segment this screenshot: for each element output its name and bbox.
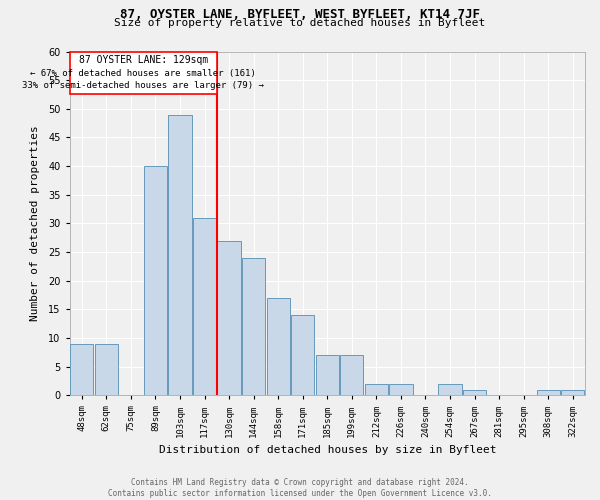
Bar — [95, 344, 118, 396]
Bar — [340, 356, 364, 396]
Text: ← 67% of detached houses are smaller (161): ← 67% of detached houses are smaller (16… — [30, 69, 256, 78]
Bar — [266, 298, 290, 396]
Bar — [463, 390, 486, 396]
Y-axis label: Number of detached properties: Number of detached properties — [29, 126, 40, 322]
Text: 87, OYSTER LANE, BYFLEET, WEST BYFLEET, KT14 7JF: 87, OYSTER LANE, BYFLEET, WEST BYFLEET, … — [120, 8, 480, 20]
Bar — [193, 218, 216, 396]
Bar — [242, 258, 265, 396]
Text: 33% of semi-detached houses are larger (79) →: 33% of semi-detached houses are larger (… — [22, 82, 264, 90]
Bar — [365, 384, 388, 396]
Text: 87 OYSTER LANE: 129sqm: 87 OYSTER LANE: 129sqm — [79, 55, 208, 65]
Bar — [316, 356, 339, 396]
Bar — [70, 344, 94, 396]
Text: Contains HM Land Registry data © Crown copyright and database right 2024.
Contai: Contains HM Land Registry data © Crown c… — [108, 478, 492, 498]
Bar — [169, 114, 191, 396]
Bar — [291, 315, 314, 396]
Bar — [561, 390, 584, 396]
Text: Size of property relative to detached houses in Byfleet: Size of property relative to detached ho… — [115, 18, 485, 28]
X-axis label: Distribution of detached houses by size in Byfleet: Distribution of detached houses by size … — [158, 445, 496, 455]
Bar — [536, 390, 560, 396]
Bar — [439, 384, 461, 396]
Bar — [217, 240, 241, 396]
Bar — [70, 52, 217, 94]
Bar — [144, 166, 167, 396]
Bar — [389, 384, 413, 396]
